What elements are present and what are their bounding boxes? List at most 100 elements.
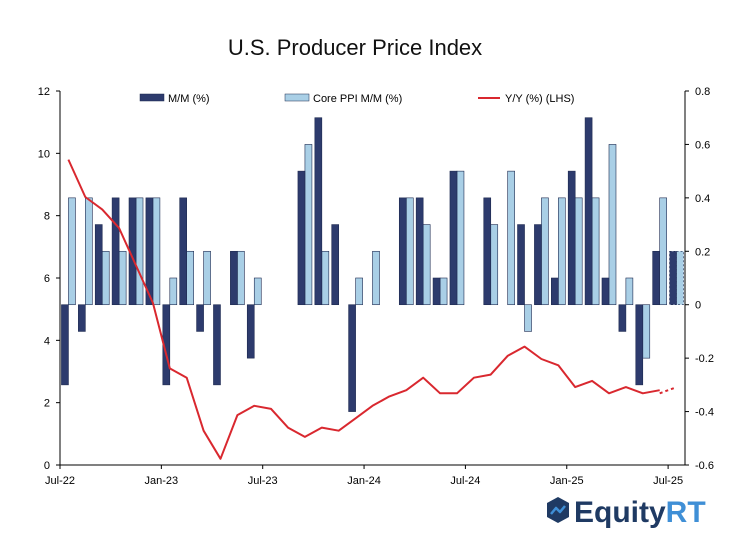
right-axis: -0.6 -0.4 -0.2 0 0.2 0.4 0.6 0.8 bbox=[685, 86, 714, 472]
core-ppi-bar bbox=[135, 197, 144, 306]
core-ppi-bar bbox=[541, 197, 549, 306]
core-ppi-bar bbox=[237, 250, 245, 306]
legend-core-swatch bbox=[284, 93, 310, 102]
mm-bar bbox=[246, 304, 255, 359]
core-ppi-bar bbox=[304, 144, 313, 306]
core-ppi-bar bbox=[253, 277, 262, 306]
core-ppi-bar bbox=[659, 197, 667, 306]
mm-bar bbox=[398, 197, 407, 306]
logo-text-equity: Equity bbox=[574, 496, 666, 529]
mm-bar bbox=[534, 224, 542, 306]
right-tick-label: -0.2 bbox=[695, 353, 714, 365]
mm-bar bbox=[567, 170, 576, 306]
mm-bar bbox=[449, 170, 458, 306]
legend-mm-swatch bbox=[139, 93, 165, 102]
core-ppi-bar bbox=[608, 144, 617, 306]
mm-bar bbox=[348, 304, 356, 412]
core-ppi-bar bbox=[85, 197, 93, 306]
core-ppi-bar bbox=[118, 250, 127, 306]
core-ppi-bar bbox=[169, 277, 178, 306]
equityrt-logo: EquityRT bbox=[547, 496, 706, 529]
equityrt-logo-icon bbox=[547, 497, 569, 523]
core-ppi-bar bbox=[186, 250, 194, 306]
core-ppi-bar bbox=[152, 197, 161, 306]
chart-title: U.S. Producer Price Index bbox=[228, 35, 482, 60]
core-ppi-bar bbox=[625, 277, 634, 306]
core-ppi-bar bbox=[558, 197, 566, 306]
right-tick-label: -0.4 bbox=[695, 407, 714, 419]
right-tick-label: 0.6 bbox=[695, 139, 710, 151]
yy-line-projected bbox=[659, 386, 677, 395]
core-ppi-bar bbox=[490, 224, 499, 306]
mm-bar bbox=[230, 250, 238, 306]
yy-line bbox=[67, 159, 660, 460]
left-tick-label: 12 bbox=[38, 86, 50, 98]
right-tick-label: 0.4 bbox=[695, 193, 710, 205]
x-tick-label: Jul-25 bbox=[653, 475, 683, 487]
core-ppi-bar bbox=[101, 250, 110, 306]
x-tick-label: Jan-25 bbox=[550, 475, 584, 487]
right-tick-label: 0 bbox=[695, 300, 701, 312]
core-ppi-bar bbox=[507, 170, 515, 306]
core-ppi-bar bbox=[676, 250, 684, 306]
mm-bar bbox=[618, 304, 627, 332]
left-tick-label: 6 bbox=[44, 273, 50, 285]
mm-bar bbox=[601, 277, 610, 306]
right-tick-label: 0.8 bbox=[695, 86, 710, 98]
mm-bar bbox=[432, 277, 441, 306]
mm-bar bbox=[517, 224, 525, 306]
core-ppi-bar bbox=[372, 250, 380, 306]
svg-text:EquityRT: EquityRT bbox=[574, 496, 706, 529]
core-ppi-bar bbox=[68, 197, 76, 306]
x-tick-label: Jul-24 bbox=[450, 475, 480, 487]
mm-bar bbox=[145, 197, 154, 306]
left-tick-label: 10 bbox=[38, 148, 50, 160]
left-tick-label: 4 bbox=[44, 335, 50, 347]
core-ppi-bar bbox=[456, 170, 465, 306]
mm-bar bbox=[111, 197, 120, 306]
mm-bar bbox=[415, 197, 424, 306]
legend-core-label: Core PPI M/M (%) bbox=[313, 93, 402, 105]
core-ppi-bar bbox=[524, 304, 532, 332]
core-ppi-bar bbox=[574, 197, 583, 306]
core-ppi-bar bbox=[422, 224, 431, 306]
left-tick-label: 8 bbox=[44, 211, 50, 223]
left-tick-label: 0 bbox=[44, 460, 50, 472]
mm-bar bbox=[551, 277, 559, 306]
left-tick-label: 2 bbox=[44, 398, 50, 410]
legend: M/M (%) Core PPI M/M (%) Y/Y (%) (LHS) bbox=[139, 93, 574, 105]
mm-bar bbox=[213, 304, 221, 386]
mm-bar bbox=[78, 304, 86, 332]
mm-bar bbox=[94, 224, 103, 306]
mm-bar bbox=[669, 250, 677, 306]
legend-yy-label: Y/Y (%) (LHS) bbox=[505, 93, 574, 105]
core-ppi-bar bbox=[439, 277, 448, 306]
x-tick-label: Jan-23 bbox=[145, 475, 179, 487]
core-ppi-bar bbox=[203, 250, 211, 306]
mm-bar bbox=[584, 117, 593, 306]
x-tick-label: Jan-24 bbox=[347, 475, 381, 487]
right-tick-label: 0.2 bbox=[695, 246, 710, 258]
mm-bar bbox=[331, 224, 340, 306]
x-axis: Jul-22 Jan-23 Jul-23 Jan-24 Jul-24 Jan-25 Jul-… bbox=[45, 465, 683, 487]
mm-bar bbox=[196, 304, 204, 332]
mm-bar bbox=[179, 197, 187, 306]
mm-bar bbox=[297, 170, 306, 306]
logo-text-rt: RT bbox=[666, 496, 706, 529]
core-ppi-bar bbox=[355, 277, 363, 306]
legend-mm-label: M/M (%) bbox=[168, 93, 210, 105]
core-ppi-bar bbox=[405, 197, 414, 306]
core-ppi-bar bbox=[642, 304, 651, 359]
mm-bar bbox=[652, 250, 660, 306]
mm-bar bbox=[314, 117, 323, 306]
core-ppi-bar bbox=[321, 250, 330, 306]
mm-bar bbox=[483, 197, 492, 306]
x-tick-label: Jul-23 bbox=[248, 475, 278, 487]
mm-bar bbox=[61, 304, 69, 386]
x-tick-label: Jul-22 bbox=[45, 475, 75, 487]
core-ppi-bar bbox=[591, 197, 600, 306]
right-tick-label: -0.6 bbox=[695, 460, 714, 472]
left-axis: 0 2 4 6 8 10 12 bbox=[38, 86, 60, 472]
mm-bar bbox=[635, 304, 644, 386]
